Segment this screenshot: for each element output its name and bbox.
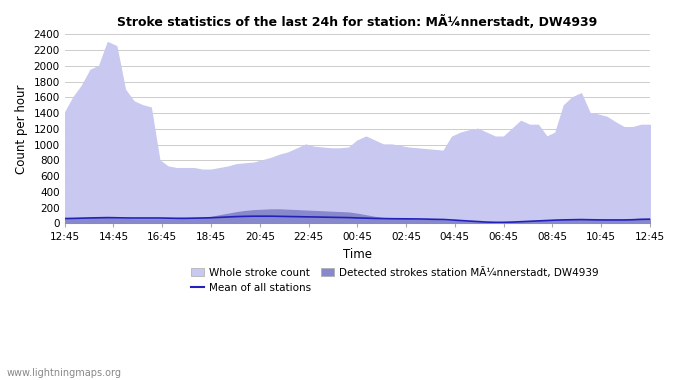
X-axis label: Time: Time <box>343 248 372 261</box>
Text: www.lightningmaps.org: www.lightningmaps.org <box>7 368 122 378</box>
Y-axis label: Count per hour: Count per hour <box>15 84 28 174</box>
Legend: Whole stroke count, Mean of all stations, Detected strokes station MÃ¼nnerstadt,: Whole stroke count, Mean of all stations… <box>187 263 603 297</box>
Title: Stroke statistics of the last 24h for station: MÃ¼nnerstadt, DW4939: Stroke statistics of the last 24h for st… <box>117 15 598 29</box>
